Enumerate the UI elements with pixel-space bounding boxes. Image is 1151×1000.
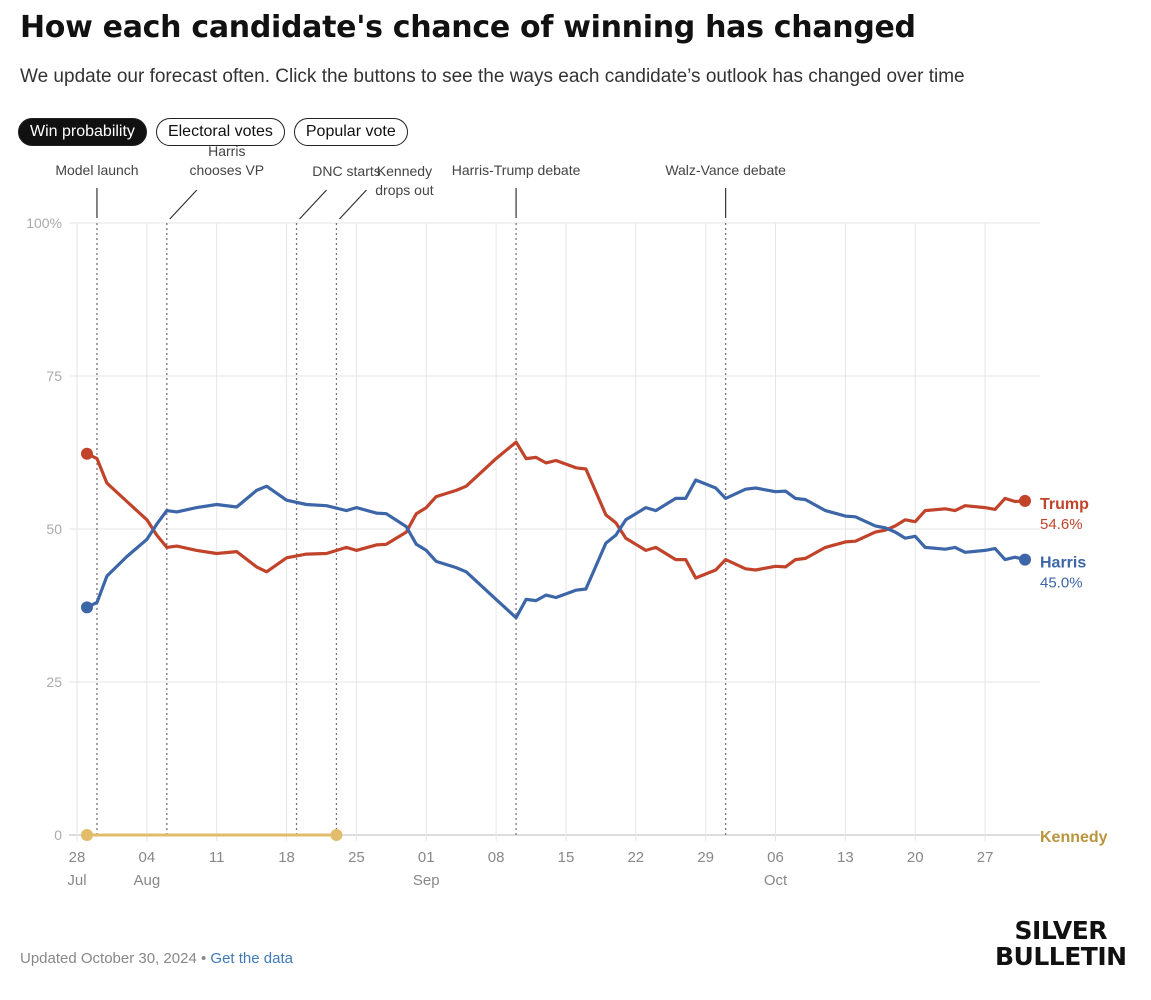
electoral-votes-button[interactable]: Electoral votes [155, 118, 285, 146]
x-tick-label: 28 [69, 849, 86, 866]
page-subtitle: We update our forecast often. Click the … [20, 66, 965, 87]
updated-text: Updated October 30, 2024 [20, 950, 197, 967]
y-tick-label: 100% [26, 215, 62, 231]
event-label: Kennedy [377, 163, 432, 179]
y-tick-label: 25 [46, 674, 62, 690]
event-label: Walz-Vance debate [665, 162, 786, 178]
popular-vote-button[interactable]: Popular vote [293, 118, 408, 146]
harris-end-value: 45.0% [1040, 575, 1083, 592]
harris-line [85, 478, 1027, 620]
y-tick-label: 75 [46, 368, 62, 384]
event-label: Model launch [55, 162, 138, 178]
x-tick-label: 25 [348, 849, 365, 866]
y-tick-label: 50 [46, 521, 62, 537]
x-tick-label: 18 [278, 849, 295, 866]
trump-end-value: 54.6% [1040, 516, 1083, 533]
event-connector [169, 189, 198, 220]
event-connector [339, 189, 367, 220]
get-the-data-link[interactable]: Get the data [210, 950, 293, 967]
event-label: Harris [208, 143, 245, 159]
harris-end-point [1019, 553, 1031, 566]
page-title: How each candidate's chance of winning h… [20, 10, 916, 45]
harris-series-label: Harris [1040, 555, 1086, 572]
x-tick-label: 13 [837, 849, 854, 866]
event-label: chooses VP [189, 162, 264, 178]
event-label: Harris-Trump debate [452, 162, 581, 178]
harris-start-point [80, 601, 93, 614]
logo-line-2: BULLETIN [995, 942, 1127, 971]
win-probability-button[interactable]: Win probability [18, 118, 147, 146]
trump-series-label: Trump [1040, 496, 1089, 513]
x-month-label: Oct [764, 872, 788, 889]
x-tick-label: 29 [697, 849, 714, 866]
kennedy-start-point [80, 829, 93, 841]
footer: Updated October 30, 2024 • Get the data [20, 950, 293, 967]
kennedy-series-label: Kennedy [1040, 829, 1108, 846]
x-tick-label: 06 [767, 849, 784, 866]
trump-start-point [80, 447, 93, 460]
win-probability-chart: 0 25 50 75 100% 28 Jul 04 Aug 11 18 25 01 Sep 08 15 22 2… [26, 143, 1108, 889]
trump-line [85, 440, 1027, 580]
kennedy-end-point [330, 829, 343, 841]
x-tick-label: 27 [977, 849, 994, 866]
x-tick-label: 22 [627, 849, 644, 866]
x-month-label: Jul [67, 872, 86, 889]
event-connector [299, 189, 327, 220]
x-tick-label: 04 [139, 849, 156, 866]
view-toggle-group: Win probability Electoral votes Popular … [18, 118, 408, 146]
x-tick-label: 11 [209, 849, 225, 866]
x-tick-label: 01 [418, 849, 435, 866]
silver-bulletin-logo: SILVER BULLETIN [995, 918, 1127, 970]
x-tick-label: 20 [907, 849, 924, 866]
x-tick-label: 08 [488, 849, 505, 866]
trump-end-point [1019, 494, 1031, 507]
x-tick-label: 15 [558, 849, 575, 866]
event-label: drops out [375, 182, 433, 198]
logo-line-1: SILVER [1014, 916, 1108, 945]
y-tick-label: 0 [54, 827, 62, 843]
event-label: DNC starts [312, 163, 380, 179]
x-month-label: Aug [134, 872, 161, 889]
x-month-label: Sep [413, 872, 440, 889]
footer-separator: • [200, 950, 207, 967]
